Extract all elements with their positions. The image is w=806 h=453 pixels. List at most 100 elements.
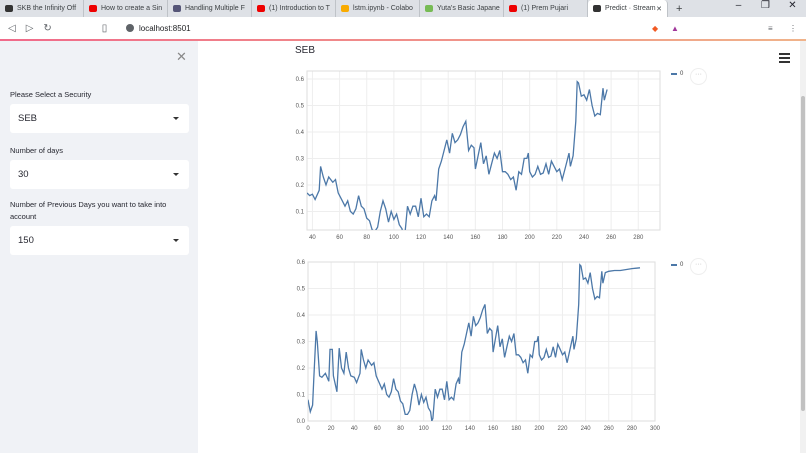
- favicon-icon: [5, 5, 13, 12]
- x-tick-label: 280: [627, 426, 638, 432]
- x-tick-label: 120: [416, 235, 427, 241]
- x-tick-label: 200: [525, 235, 536, 241]
- brave-rewards-icon[interactable]: ▲: [671, 23, 679, 33]
- y-tick-label: 0.2: [297, 366, 306, 372]
- x-tick-label: 140: [465, 426, 476, 432]
- browser-menu-icon[interactable]: ⋮: [789, 23, 797, 33]
- x-tick-label: 220: [557, 426, 568, 432]
- favicon-icon: [425, 5, 433, 12]
- chart-2-actions-button[interactable]: ···: [690, 258, 707, 275]
- browser-tab[interactable]: Predict · Stream ✕: [588, 0, 668, 17]
- prev-days-label: Number of Previous Days you want to take…: [10, 200, 167, 221]
- x-tick-label: 80: [363, 235, 370, 241]
- reload-icon[interactable]: ↻: [43, 22, 52, 34]
- days-select[interactable]: 30: [10, 160, 189, 189]
- x-tick-label: 0: [306, 426, 310, 432]
- x-tick-label: 60: [336, 235, 343, 241]
- minimize-button[interactable]: –: [735, 0, 742, 11]
- x-tick-label: 280: [633, 235, 644, 241]
- y-tick-label: 0.1: [297, 393, 306, 399]
- browser-tab[interactable]: lstm.ipynb - Colabo: [336, 0, 420, 17]
- legend-chart-2: 0: [671, 262, 683, 268]
- bookmark-icon[interactable]: ▯: [101, 22, 108, 34]
- chart-1-actions-button[interactable]: ···: [690, 68, 707, 85]
- y-tick-label: 0.1: [296, 209, 305, 215]
- playlist-icon[interactable]: ≡: [768, 23, 773, 33]
- y-tick-label: 0.6: [297, 260, 306, 266]
- x-tick-label: 140: [443, 235, 454, 241]
- favicon-icon: [173, 5, 181, 12]
- series-line-0: [307, 80, 608, 230]
- x-tick-label: 120: [442, 426, 453, 432]
- close-window-button[interactable]: ✕: [788, 0, 797, 11]
- loading-bar: [0, 39, 806, 41]
- browser-tab[interactable]: Yuta's Basic Japane: [420, 0, 504, 17]
- address-bar: ◁ ▷ ↻ ▯ localhost:8501 ◆ ▲ ≡ ⋮: [0, 17, 806, 39]
- legend-swatch: [671, 73, 677, 75]
- browser-tab[interactable]: (1) Prem Pujari: [504, 0, 588, 17]
- x-tick-label: 160: [488, 426, 499, 432]
- security-label: Please Select a Security: [10, 90, 92, 99]
- y-tick-label: 0.6: [296, 77, 305, 83]
- chart-1: 40 60 80 100 120 140 160 180 200 220 240 260 280 0.1 0…: [296, 70, 661, 241]
- info-icon: [126, 24, 134, 32]
- days-label: Number of days: [10, 146, 63, 155]
- browser-tab[interactable]: How to create a Sin: [84, 0, 168, 17]
- x-tick-label: 200: [534, 426, 545, 432]
- y-tick-label: 0.3: [297, 340, 306, 346]
- y-tick-label: 0.4: [296, 130, 305, 136]
- close-tab-icon[interactable]: ✕: [656, 5, 662, 13]
- y-tick-label: 0.5: [296, 103, 305, 109]
- x-tick-label: 240: [579, 235, 590, 241]
- favicon-icon: [509, 5, 517, 12]
- plot-frame: [307, 261, 656, 422]
- forward-icon[interactable]: ▷: [25, 22, 34, 34]
- y-tick-label: 0.0: [297, 419, 306, 425]
- legend-chart-1: 0: [671, 71, 683, 77]
- x-tick-label: 40: [309, 235, 316, 241]
- new-tab-button[interactable]: +: [676, 2, 683, 15]
- favicon-icon: [593, 5, 601, 12]
- url-field[interactable]: localhost:8501: [120, 20, 650, 36]
- x-tick-label: 40: [351, 426, 358, 432]
- x-tick-label: 300: [650, 426, 661, 432]
- x-tick-label: 160: [470, 235, 481, 241]
- browser-tab[interactable]: SKB the Infinity Off: [0, 0, 84, 17]
- x-tick-label: 240: [581, 426, 592, 432]
- y-tick-label: 0.2: [296, 183, 305, 189]
- x-tick-label: 260: [606, 235, 617, 241]
- window-controls: – ❐ ✕: [725, 0, 806, 11]
- back-icon[interactable]: ◁: [8, 22, 16, 34]
- browser-tab[interactable]: (1) Introduction to T: [252, 0, 336, 17]
- page-title: SEB: [295, 45, 316, 56]
- plot-frame: [306, 70, 661, 231]
- x-tick-label: 180: [497, 235, 508, 241]
- legend-swatch: [671, 264, 677, 266]
- series-line-0: [308, 263, 641, 421]
- brave-shield-icon[interactable]: ◆: [652, 23, 659, 33]
- x-tick-label: 100: [419, 426, 430, 432]
- favicon-icon: [257, 5, 265, 12]
- browser-tab[interactable]: Handling Multiple F: [168, 0, 252, 17]
- x-tick-label: 260: [604, 426, 615, 432]
- favicon-icon: [341, 5, 349, 12]
- y-tick-label: 0.3: [296, 156, 305, 162]
- hamburger-menu-icon[interactable]: [779, 53, 790, 65]
- x-tick-label: 60: [374, 426, 381, 432]
- security-select[interactable]: SEB: [10, 104, 189, 133]
- x-tick-label: 80: [397, 426, 404, 432]
- chevron-down-icon: [173, 173, 179, 179]
- chevron-down-icon: [173, 117, 179, 123]
- favicon-icon: [89, 5, 97, 12]
- restore-button[interactable]: ❐: [761, 0, 770, 11]
- x-tick-label: 20: [328, 426, 335, 432]
- chart-2: 0 20 40 60 80 100 120 140 160 180 200 220 240 260 280 3…: [297, 260, 661, 432]
- scrollbar[interactable]: [800, 41, 806, 453]
- y-tick-label: 0.5: [297, 287, 306, 293]
- prev-days-select[interactable]: 150: [10, 226, 189, 255]
- x-tick-label: 220: [552, 235, 563, 241]
- scrollbar-thumb[interactable]: [801, 96, 805, 411]
- close-sidebar-icon[interactable]: ✕: [176, 49, 187, 64]
- tab-bar: SKB the Infinity Off How to create a Sin H…: [0, 0, 806, 17]
- y-tick-label: 0.4: [297, 313, 306, 319]
